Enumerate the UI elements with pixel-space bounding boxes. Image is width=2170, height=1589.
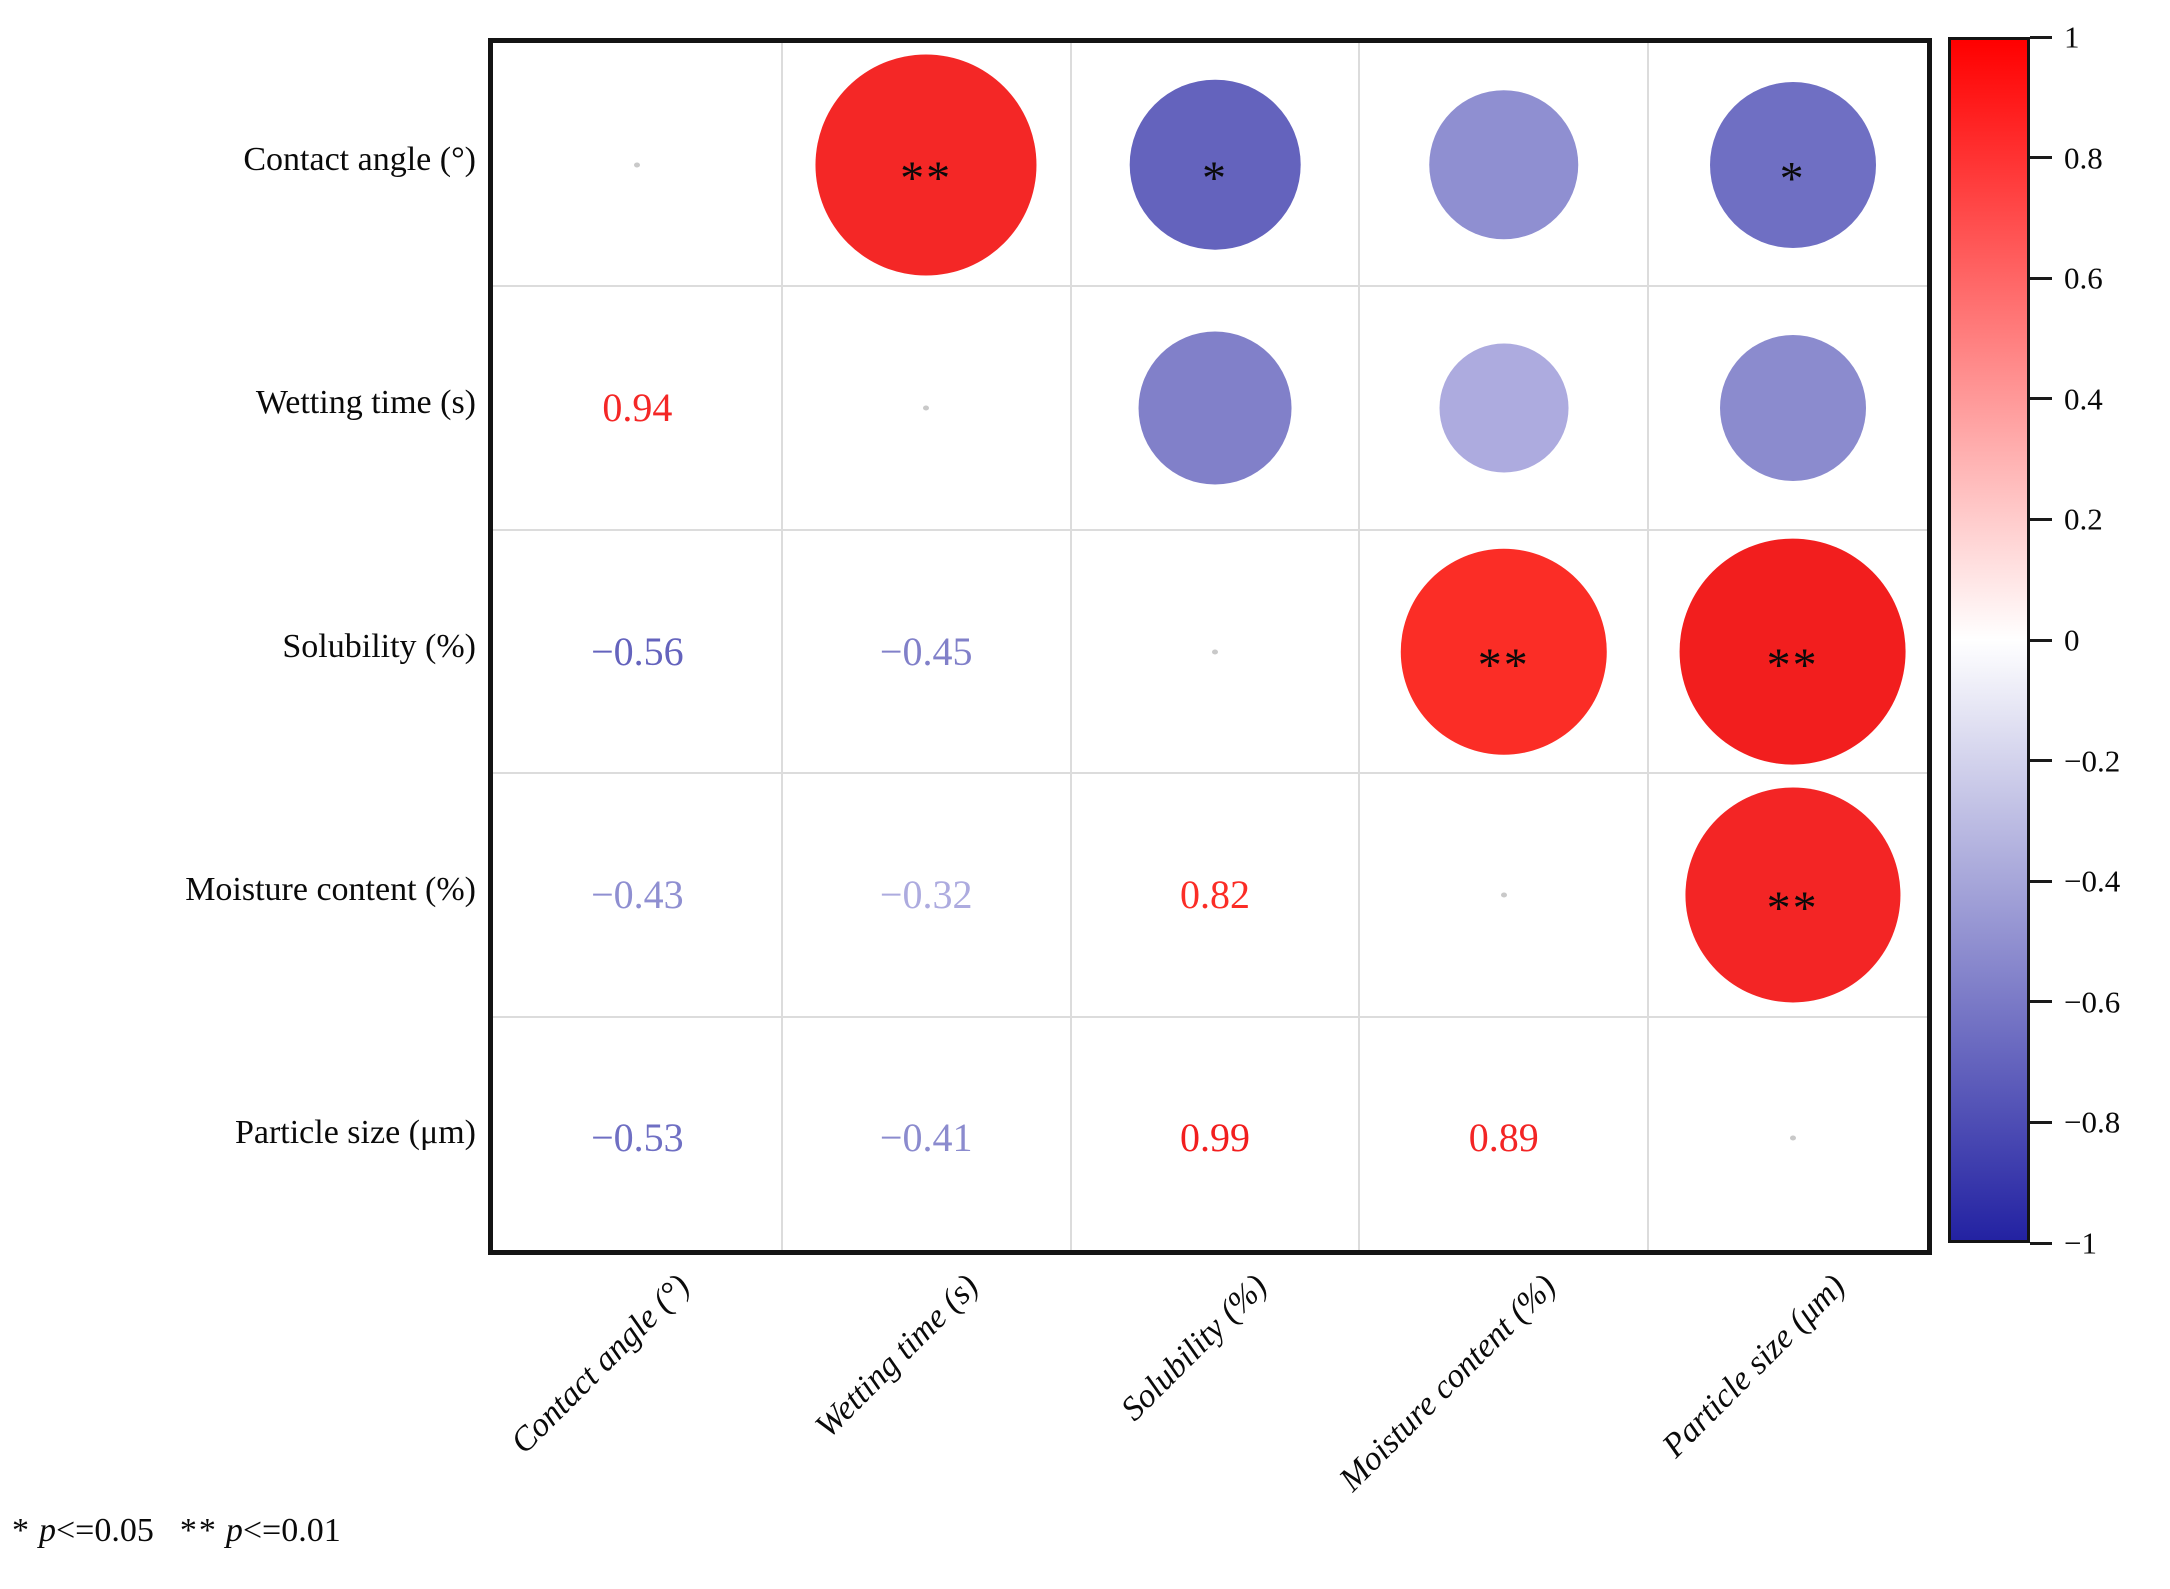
colorbar-tick-mark	[2030, 638, 2052, 642]
correlation-circle	[1429, 89, 1579, 240]
grid-line-horizontal	[493, 772, 1927, 775]
grid-line-horizontal	[493, 285, 1927, 288]
correlation-coefficient: −0.53	[591, 1115, 684, 1161]
grid-line-vertical	[1647, 43, 1650, 1250]
correlation-coefficient: 0.99	[1180, 1115, 1250, 1161]
correlation-coefficient: −0.32	[879, 871, 973, 917]
diagonal-dot	[923, 405, 930, 411]
colorbar-tick-label: −0.2	[2064, 743, 2121, 779]
x-axis-label: Contact angle (°)	[503, 1267, 698, 1461]
grid-line-horizontal	[493, 1015, 1927, 1018]
colorbar-tick-label: 1	[2064, 19, 2080, 55]
colorbar-tick-label: −1	[2064, 1225, 2097, 1261]
correlation-circle	[1439, 343, 1569, 473]
colorbar-tick-label: 0.6	[2064, 260, 2103, 296]
colorbar-tick-mark	[2030, 1241, 2052, 1245]
grid-line-vertical	[1358, 43, 1361, 1250]
correlation-circle: *	[1709, 81, 1876, 248]
colorbar-tick-mark	[2030, 517, 2052, 521]
y-axis-label: Particle size (μm)	[234, 1114, 476, 1152]
colorbar-tick-mark	[2030, 35, 2052, 39]
grid-line-horizontal	[493, 528, 1927, 531]
correlation-circle	[1719, 335, 1866, 482]
grid-line-vertical	[1069, 43, 1072, 1250]
correlation-circle: **	[1685, 787, 1901, 1003]
grid-line-vertical	[780, 43, 783, 1250]
y-axis-label: Solubility (%)	[282, 627, 476, 665]
correlation-coefficient: 0.94	[602, 385, 673, 431]
colorbar-tick-label: 0.4	[2064, 381, 2103, 417]
diagonal-dot	[634, 162, 641, 168]
colorbar-tick-label: 0	[2064, 622, 2080, 658]
correlation-circle: **	[815, 54, 1037, 276]
diagonal-dot	[1500, 892, 1507, 898]
correlation-circle: **	[1679, 538, 1907, 765]
correlation-coefficient: −0.43	[591, 871, 684, 917]
correlation-coefficient: 0.82	[1180, 871, 1250, 917]
correlation-matrix-plot-area: ** 0.94 * −0.56 −0.43 * −0.53 −0.45 −0.32 −0.41 **…	[488, 38, 1932, 1255]
p-threshold-001: p<=0.01	[225, 1512, 341, 1549]
diagonal-dot	[1789, 1135, 1796, 1141]
colorbar-tick-label: −0.6	[2064, 984, 2121, 1020]
colorbar-tick-mark	[2030, 1120, 2052, 1124]
correlation-coefficient: −0.56	[591, 628, 684, 674]
correlation-coefficient: 0.89	[1468, 1115, 1539, 1161]
diagonal-dot	[1212, 649, 1218, 654]
correlation-coefficient: −0.45	[879, 628, 973, 674]
correlation-circle	[1138, 331, 1292, 485]
colorbar-tick-mark	[2030, 1000, 2052, 1004]
y-axis-label: Moisture content (%)	[185, 870, 476, 908]
x-axis-label: Solubility (%)	[1114, 1267, 1275, 1428]
colorbar-gradient	[1948, 37, 2030, 1243]
y-axis-label: Contact angle (°)	[243, 140, 476, 178]
colorbar-tick-mark	[2030, 276, 2052, 280]
correlation-coefficient: −0.41	[879, 1115, 973, 1161]
y-axis-label: Wetting time (s)	[255, 384, 476, 422]
double-asterisk-symbol: **	[179, 1512, 218, 1549]
x-axis-label: Wetting time (s)	[808, 1267, 986, 1446]
colorbar-tick-label: 0.2	[2064, 501, 2103, 537]
significance-footnote: * p<=0.05 ** p<=0.01	[12, 1512, 367, 1550]
colorbar-tick-mark	[2030, 397, 2052, 401]
colorbar-tick-label: −0.4	[2064, 863, 2121, 899]
colorbar-tick-mark	[2030, 759, 2052, 763]
x-axis-label: Particle size (μm)	[1655, 1267, 1853, 1465]
single-asterisk-symbol: *	[12, 1512, 31, 1549]
correlation-circle: **	[1400, 548, 1608, 755]
colorbar-tick-label: −0.8	[2064, 1104, 2121, 1140]
x-axis-label: Moisture content (%)	[1332, 1267, 1564, 1499]
correlation-circle: *	[1129, 79, 1301, 250]
colorbar-tick-label: 0.8	[2064, 140, 2103, 176]
colorbar-tick-mark	[2030, 879, 2052, 883]
colorbar-tick-mark	[2030, 156, 2052, 160]
p-threshold-005: p<=0.05	[39, 1512, 154, 1549]
